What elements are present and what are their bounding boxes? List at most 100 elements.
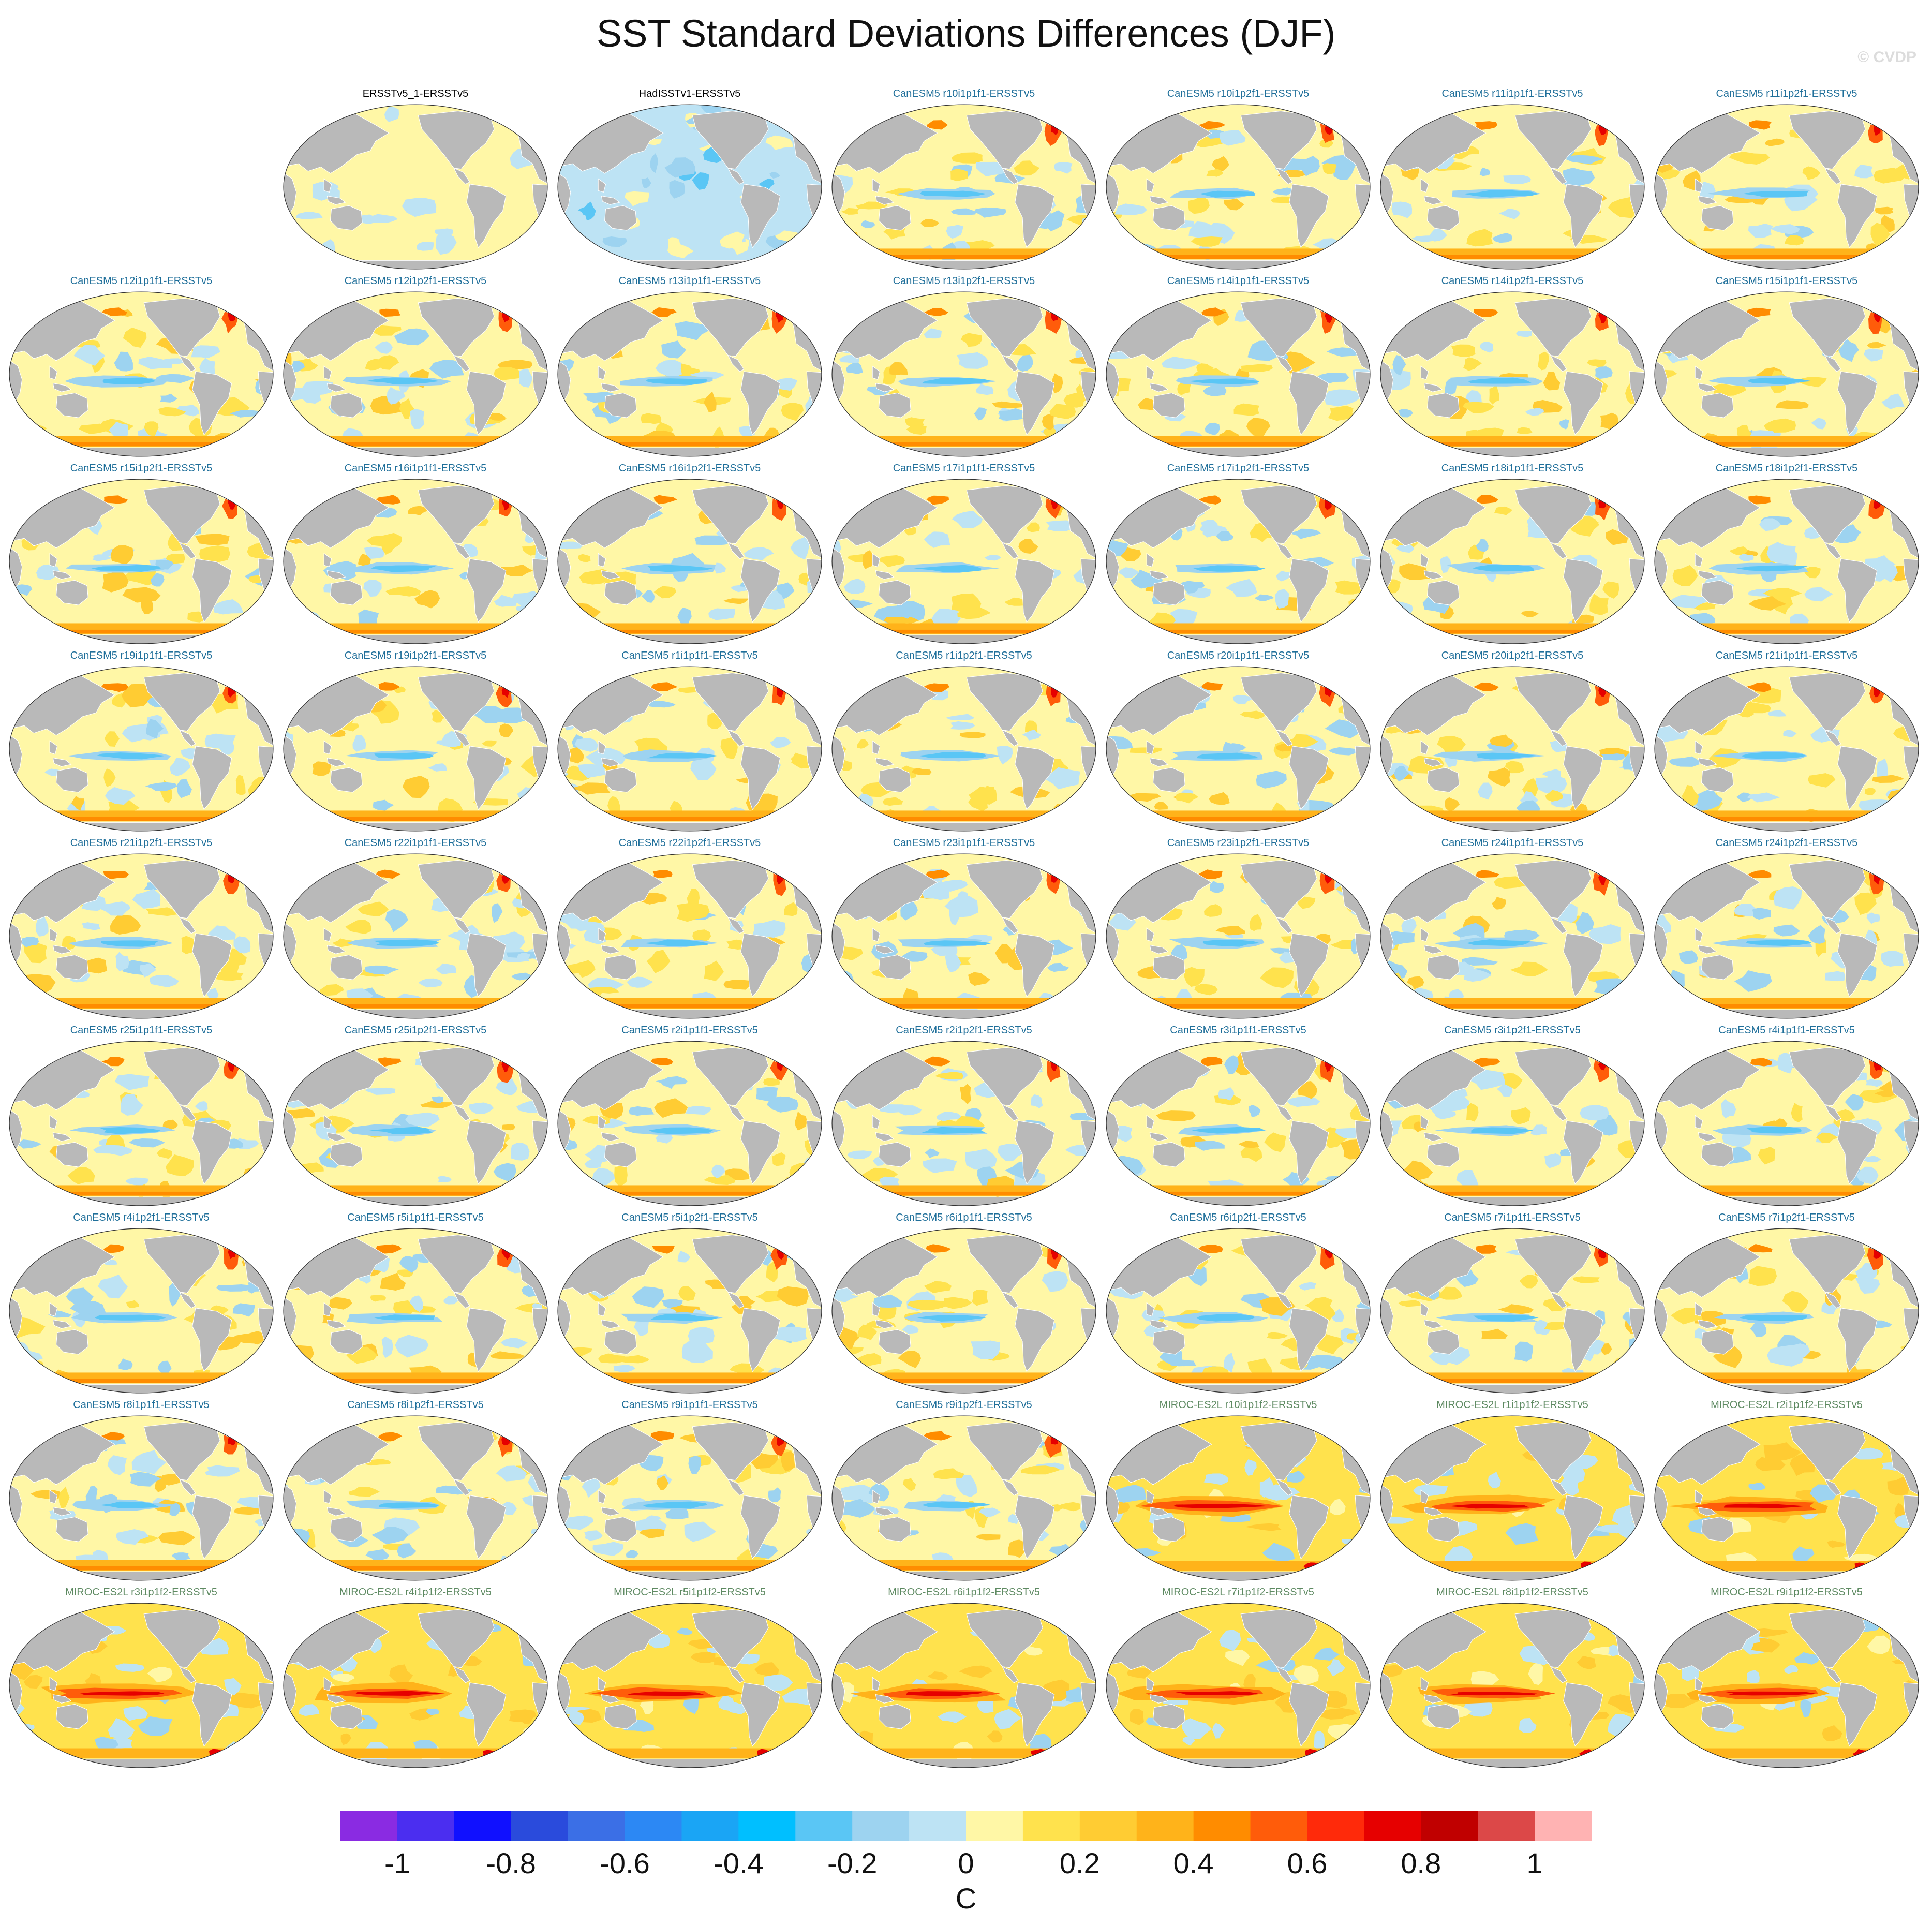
equatorial-anomaly (1174, 1691, 1258, 1695)
global-map (283, 853, 548, 1019)
land-mass (326, 383, 346, 392)
equatorial-anomaly (1196, 752, 1259, 760)
land-mass (55, 1329, 88, 1355)
anomaly-blob (1798, 377, 1827, 388)
map-outline (557, 1041, 822, 1206)
equatorial-anomaly (355, 1691, 443, 1696)
anomaly-blob (519, 368, 532, 388)
colorbar-swatch (1364, 1811, 1421, 1841)
panel-title: CanESM5 r8i1p2f1-ERSSTv5 (347, 1399, 484, 1411)
anomaly-blob (18, 936, 39, 947)
anomaly-blob (1047, 1559, 1075, 1569)
anomaly-blob (1773, 886, 1802, 910)
credit-label: © CVDP (1857, 49, 1916, 66)
map-outline (557, 291, 822, 457)
land-mass (179, 1666, 196, 1683)
anomaly-blob (1545, 790, 1563, 802)
anomaly-blob (834, 614, 858, 632)
anomaly-blob (118, 1358, 133, 1370)
land-mass (558, 1196, 822, 1206)
southern-ocean-band (1106, 817, 1370, 821)
colorbar-tick-label: 0.4 (1173, 1847, 1214, 1879)
anomaly-blob (103, 1244, 124, 1253)
anomaly-blob (1910, 1067, 1919, 1088)
anomaly-blob (216, 1284, 252, 1292)
anomaly-blob (1154, 802, 1168, 810)
anomaly-blob (694, 535, 733, 546)
equatorial-anomaly (1736, 565, 1808, 572)
anomaly-blob (98, 1275, 128, 1299)
land-mass (1426, 392, 1460, 418)
anomaly-blob (1897, 999, 1919, 1005)
anomaly-blob (1198, 869, 1223, 880)
panel-title: CanESM5 r24i1p1f1-ERSSTv5 (1441, 837, 1584, 849)
anomaly-blob (1385, 725, 1402, 734)
southern-ocean-band (1106, 1748, 1370, 1758)
anomaly-blob (1289, 528, 1321, 539)
land-mass (604, 1516, 637, 1542)
anomaly-blob (661, 340, 687, 359)
land-mass (1563, 746, 1603, 810)
map-panel: ERSSTv5_1-ERSSTv5 (278, 88, 553, 274)
equatorial-anomaly (100, 1127, 161, 1134)
land-mass (832, 634, 1096, 644)
anomaly-blob (1616, 988, 1642, 1003)
anomaly-blob (1380, 1554, 1395, 1566)
anomaly-blob (358, 554, 372, 567)
map-panel: CanESM5 r21i1p1f1-ERSSTv5 (1649, 650, 1924, 836)
anomaly-blob (121, 1093, 143, 1116)
anomaly-blob (1162, 357, 1201, 369)
map-panel: CanESM5 r14i1p1f1-ERSSTv5 (1101, 275, 1375, 462)
anomaly-blob (1298, 1081, 1318, 1099)
anomaly-blob (329, 240, 363, 255)
panel-title: MIROC-ES2L r1i1p1f2-ERSSTv5 (1436, 1399, 1588, 1411)
anomaly-blob (469, 1102, 494, 1114)
anomaly-blob (838, 131, 853, 145)
anomaly-blob (418, 978, 443, 988)
anomaly-blob (898, 1351, 922, 1368)
anomaly-blob (1195, 1141, 1225, 1151)
anomaly-blob (1398, 1300, 1422, 1307)
land-mass (1275, 1478, 1293, 1496)
land-mass (284, 1384, 547, 1393)
anomaly-blob (1811, 418, 1826, 430)
anomaly-blob (1479, 342, 1494, 353)
anomaly-blob (646, 1515, 661, 1522)
map-field (1380, 1603, 1644, 1768)
land-mass (1015, 746, 1055, 810)
land-mass (326, 1507, 346, 1516)
equatorial-anomaly (1449, 1504, 1530, 1509)
anomaly-blob (204, 1469, 225, 1477)
map-panel: CanESM5 r25i1p2f1-ERSSTv5 (278, 1025, 553, 1211)
land-mass (1152, 1704, 1185, 1729)
anomaly-blob (1219, 1630, 1241, 1651)
land-mass (323, 1115, 332, 1130)
land-mass (284, 822, 547, 831)
anomaly-blob (23, 942, 48, 964)
anomaly-blob (1451, 344, 1476, 357)
land-mass (1563, 371, 1603, 436)
anomaly-blob (1864, 348, 1883, 362)
map-field (832, 667, 1096, 831)
anomaly-blob (373, 799, 394, 811)
anomaly-blob (1624, 684, 1644, 695)
anomaly-blob (150, 975, 180, 988)
southern-ocean-band (1380, 629, 1644, 634)
southern-ocean-band (9, 629, 273, 634)
land-mass (1423, 945, 1443, 954)
global-map (1654, 1228, 1919, 1394)
anomaly-blob (402, 776, 430, 798)
anomaly-blob (31, 1360, 44, 1371)
anomaly-blob (1024, 1646, 1043, 1656)
land-mass (558, 822, 822, 831)
anomaly-blob (420, 1101, 454, 1108)
anomaly-blob (945, 714, 975, 721)
land-mass (55, 392, 88, 418)
anomaly-blob (160, 393, 178, 403)
anomaly-blob (1816, 1132, 1838, 1144)
land-mass (1275, 354, 1293, 372)
southern-ocean-band (1106, 442, 1370, 447)
anomaly-blob (984, 555, 1001, 561)
map-outline (283, 479, 548, 644)
anomaly-blob (108, 1717, 135, 1740)
